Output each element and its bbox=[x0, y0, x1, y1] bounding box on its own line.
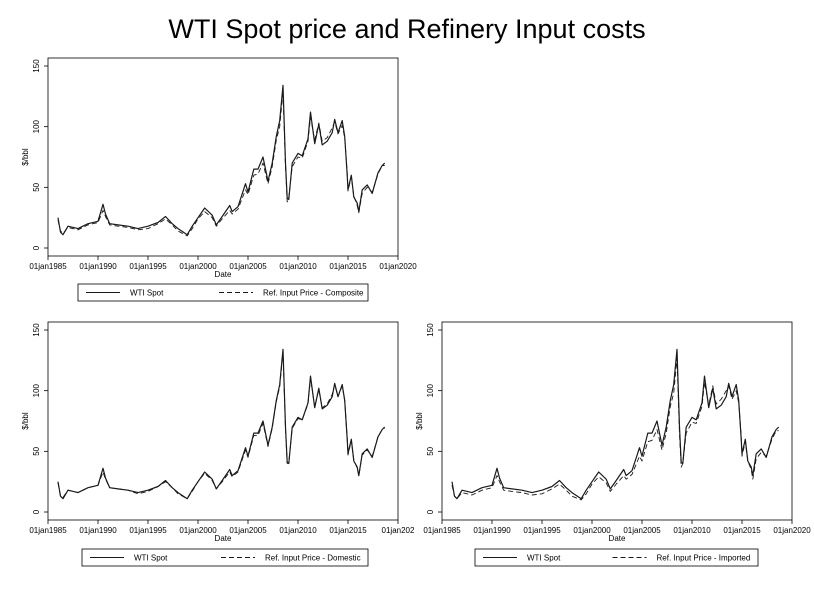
x-tick-label: 01jan202 bbox=[382, 526, 415, 535]
chart-panel-top-left: 0 50 100 150 01jan1985 01jan1990 01jan1995 01ja… bbox=[21, 57, 417, 302]
x-tick-label: 01jan2000 bbox=[179, 262, 217, 271]
x-axis-label: Date bbox=[215, 534, 232, 543]
legend-label: WTI Spot bbox=[130, 289, 164, 298]
x-tick-label: 01jan2000 bbox=[573, 526, 611, 535]
y-axis-label: $/bbl bbox=[21, 412, 30, 430]
y-tick-label: 0 bbox=[32, 509, 41, 514]
y-tick-label: 50 bbox=[32, 446, 41, 455]
chart-title: WTI Spot price and Refinery Input costs bbox=[168, 14, 646, 44]
legend-label: Ref. Input Price - Imported bbox=[657, 554, 751, 563]
plot-area bbox=[47, 321, 399, 521]
x-tick-label: 01jan2015 bbox=[329, 262, 367, 271]
y-tick-label: 0 bbox=[426, 509, 435, 514]
plot-area bbox=[47, 57, 399, 257]
y-axis-label: $/bbl bbox=[21, 148, 30, 166]
x-tick-label: 01jan2010 bbox=[279, 526, 317, 535]
legend-label: WTI Spot bbox=[527, 554, 561, 563]
x-tick-label: 01jan1985 bbox=[29, 262, 67, 271]
series-line-ref-input bbox=[57, 351, 385, 500]
y-tick-label: 150 bbox=[32, 323, 41, 337]
chart-panel-bottom-right: 0 50 100 150 01jan1985 01jan1990 01jan1995 01ja… bbox=[415, 321, 811, 567]
y-tick-label: 100 bbox=[426, 383, 435, 397]
chart-panel-bottom-left: 0 50 100 150 01jan1985 01jan1990 01jan1995 01ja… bbox=[21, 321, 415, 567]
y-tick-label: 50 bbox=[32, 182, 41, 191]
legend-label: Ref. Input Price - Composite bbox=[263, 289, 364, 298]
x-tick-label: 01jan1990 bbox=[473, 526, 511, 535]
x-tick-label: 01jan2015 bbox=[723, 526, 761, 535]
legend: WTI Spot Ref. Input Price - Composite bbox=[77, 283, 369, 302]
x-tick-label: 01jan1995 bbox=[129, 262, 167, 271]
x-tick-label: 01jan1995 bbox=[523, 526, 561, 535]
series-line-ref-input bbox=[57, 91, 385, 237]
legend-label: Ref. Input Price - Domestic bbox=[265, 554, 361, 563]
x-axis-label: Date bbox=[215, 270, 232, 279]
x-tick-label: 01jan1985 bbox=[29, 526, 67, 535]
x-tick-label: 01jan2020 bbox=[773, 526, 811, 535]
legend: WTI Spot Ref. Input Price - Imported bbox=[474, 548, 759, 567]
x-tick-label: 01jan2010 bbox=[279, 262, 317, 271]
y-tick-label: 150 bbox=[32, 59, 41, 73]
x-tick-label: 01jan1995 bbox=[129, 526, 167, 535]
x-tick-label: 01jan2000 bbox=[179, 526, 217, 535]
x-tick-label: 01jan2005 bbox=[229, 262, 267, 271]
x-tick-label: 01jan2005 bbox=[623, 526, 661, 535]
x-tick-label: 01jan2020 bbox=[379, 262, 417, 271]
y-tick-label: 100 bbox=[32, 383, 41, 397]
plot-area bbox=[441, 321, 793, 521]
y-tick-label: 0 bbox=[32, 245, 41, 250]
legend-label: WTI Spot bbox=[134, 554, 168, 563]
x-axis-label: Date bbox=[609, 534, 626, 543]
legend: WTI Spot Ref. Input Price - Domestic bbox=[81, 548, 369, 567]
x-tick-label: 01jan2015 bbox=[329, 526, 367, 535]
x-tick-label: 01jan2005 bbox=[229, 526, 267, 535]
y-tick-label: 100 bbox=[32, 119, 41, 133]
x-tick-label: 01jan1990 bbox=[79, 526, 117, 535]
y-tick-label: 50 bbox=[426, 446, 435, 455]
y-tick-label: 150 bbox=[426, 323, 435, 337]
x-tick-label: 01jan2010 bbox=[673, 526, 711, 535]
y-axis-label: $/bbl bbox=[415, 412, 424, 430]
x-tick-label: 01jan1985 bbox=[423, 526, 461, 535]
x-tick-label: 01jan1990 bbox=[79, 262, 117, 271]
